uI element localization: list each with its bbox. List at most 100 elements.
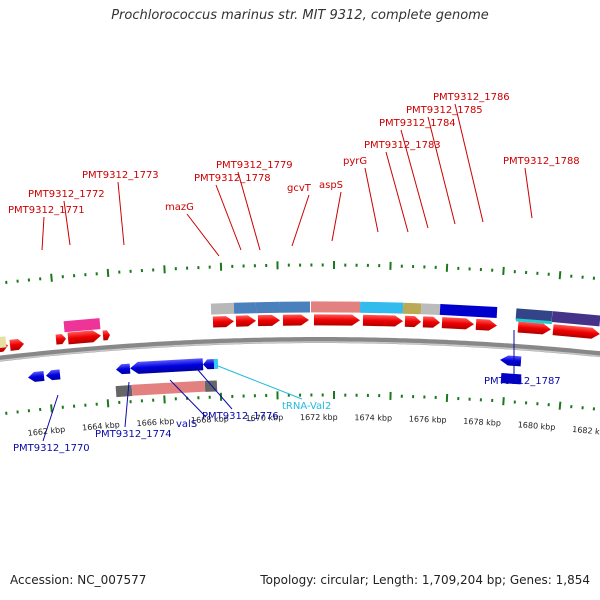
gene-label: PMT9312_1783 <box>364 140 441 151</box>
leader-line <box>331 191 342 242</box>
outer-tick-mark <box>524 270 528 275</box>
leader-line <box>117 181 125 246</box>
leader-line <box>197 369 233 410</box>
outer-tick-mark <box>491 268 494 272</box>
genome-summary-text: Topology: circular; Length: 1,709,204 bp… <box>260 573 590 587</box>
outer-tick-mark <box>219 262 223 271</box>
gene-label: pyrG <box>343 156 367 167</box>
trna-mark <box>213 358 219 370</box>
accession-text: Accession: NC_007577 <box>10 573 147 587</box>
outer-tick-mark <box>140 269 143 273</box>
inner-tick-mark <box>152 398 155 402</box>
inner-tick-mark <box>547 403 550 407</box>
gene-label: PMT9312_1779 <box>216 160 293 171</box>
outer-tick-mark <box>536 271 539 275</box>
outer-tick-mark <box>163 265 166 274</box>
forward-cds-arrow <box>552 324 600 339</box>
gene-label: PMT9312_1771 <box>8 205 85 216</box>
outer-tick-mark <box>547 272 550 276</box>
gene-label: PMT9312_1774 <box>95 429 172 440</box>
leader-line <box>364 167 379 233</box>
inner-tick-mark <box>468 397 471 401</box>
gene-label: PMT9312_1784 <box>379 118 456 129</box>
outer-tick-mark <box>276 261 279 270</box>
leader-line <box>63 200 71 246</box>
outer-tick-mark <box>502 266 505 276</box>
inner-tick-mark <box>276 391 279 400</box>
gene-product-bar <box>210 302 235 315</box>
leader-line <box>427 116 456 225</box>
inner-tick-mark <box>16 410 19 414</box>
outer-tick-mark <box>445 263 449 272</box>
outer-tick-mark <box>513 270 516 274</box>
inner-tick-mark <box>502 397 505 406</box>
outer-tick-mark <box>299 263 302 267</box>
gene-label: gcvT <box>287 183 312 194</box>
forward-cds-arrow <box>102 330 110 341</box>
outer-tick-mark <box>332 261 336 270</box>
scale-label: 1676 kbp <box>409 414 447 424</box>
gene-product-bar <box>233 302 257 314</box>
inner-tick-mark <box>524 401 528 405</box>
forward-cds-arrow <box>55 334 66 345</box>
backbone-highlight <box>0 341 600 362</box>
leader-line <box>524 167 533 219</box>
inner-tick-mark <box>231 394 234 398</box>
gene-label: PMT9312_1785 <box>406 105 483 116</box>
gene-product-bar <box>279 301 311 313</box>
outer-tick-mark <box>434 265 437 269</box>
reverse-cds-arrow <box>500 355 522 367</box>
inner-tick-mark <box>140 399 143 403</box>
gene-product-bar <box>500 373 522 385</box>
gene-product-bar <box>515 308 553 323</box>
scale-label: 1662 kbp <box>27 425 65 438</box>
leader-line <box>41 216 45 251</box>
inner-tick-mark <box>265 394 268 398</box>
inner-tick-mark <box>434 395 437 400</box>
inner-tick-mark <box>72 404 76 408</box>
outer-tick-mark <box>16 279 19 283</box>
outer-tick-mark <box>400 264 403 268</box>
inner-tick-mark <box>174 397 177 401</box>
scale-label: 1680 kbp <box>517 420 555 432</box>
inner-tick-mark <box>197 396 200 400</box>
leader-line <box>124 381 130 428</box>
inner-tick-mark <box>253 394 256 398</box>
leader-line <box>385 151 409 233</box>
inner-tick-mark <box>366 393 369 397</box>
inner-tick-mark <box>592 407 596 411</box>
forward-cds-arrow <box>9 338 24 351</box>
forward-cds-arrow <box>67 330 101 345</box>
inner-tick-mark <box>558 401 562 410</box>
outer-tick-mark <box>479 268 482 272</box>
inner-tick-mark <box>491 398 494 403</box>
forward-cds-arrow <box>404 315 421 328</box>
gene-label: valS <box>176 419 197 430</box>
map-title: Prochlorococcus marinus str. MIT 9312, c… <box>111 8 489 23</box>
reverse-cds-arrow <box>130 358 204 374</box>
forward-cds-arrow <box>422 316 440 328</box>
outer-tick-mark <box>186 266 189 270</box>
outer-tick-mark <box>197 266 200 270</box>
gene-product-bar <box>115 385 133 398</box>
forward-cds-arrow <box>313 314 360 326</box>
reverse-cds-arrow <box>203 359 215 370</box>
leader-line <box>217 365 303 400</box>
outer-tick-mark <box>592 276 596 280</box>
leader-line <box>42 394 59 442</box>
gene-product-bar <box>359 301 404 314</box>
outer-tick-mark <box>231 264 234 268</box>
scale-label: 1668 kbp <box>191 414 229 425</box>
outer-tick-mark <box>242 264 245 268</box>
scale-label: 1666 kbp <box>136 417 174 429</box>
outer-tick-mark <box>366 263 369 267</box>
inner-tick-mark <box>163 395 166 404</box>
gene-product-bar <box>420 303 441 316</box>
outer-tick-mark <box>412 264 415 269</box>
outer-tick-mark <box>310 263 313 267</box>
outer-tick-mark <box>468 267 471 271</box>
inner-tick-mark <box>118 400 121 405</box>
inner-tick-mark <box>536 402 539 406</box>
inner-tick-mark <box>299 393 302 397</box>
gene-label: PMT9312_1770 <box>13 443 90 454</box>
